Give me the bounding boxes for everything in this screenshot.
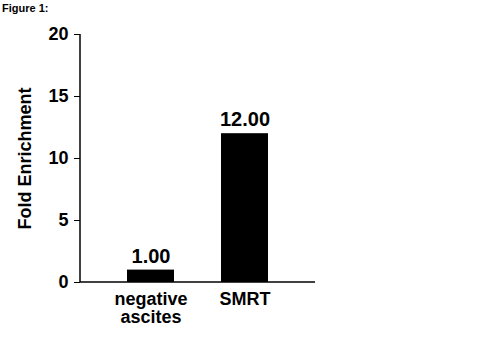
- svg-text:10: 10: [48, 148, 68, 168]
- svg-text:5: 5: [58, 210, 68, 230]
- html-text:Figure 1:: Figure 1:: [2, 2, 49, 14]
- svg-text:12.00: 12.00: [220, 108, 270, 130]
- svg-text:0: 0: [58, 272, 68, 292]
- svg-text:1.00: 1.00: [132, 245, 171, 267]
- svg-text:SMRT: SMRT: [220, 289, 271, 309]
- svg-text:20: 20: [48, 24, 68, 44]
- svg-text:Fold Enrichment: Fold Enrichment: [15, 87, 35, 229]
- svg-text:negativeascites: negativeascites: [114, 289, 187, 327]
- svg-text:15: 15: [48, 86, 68, 106]
